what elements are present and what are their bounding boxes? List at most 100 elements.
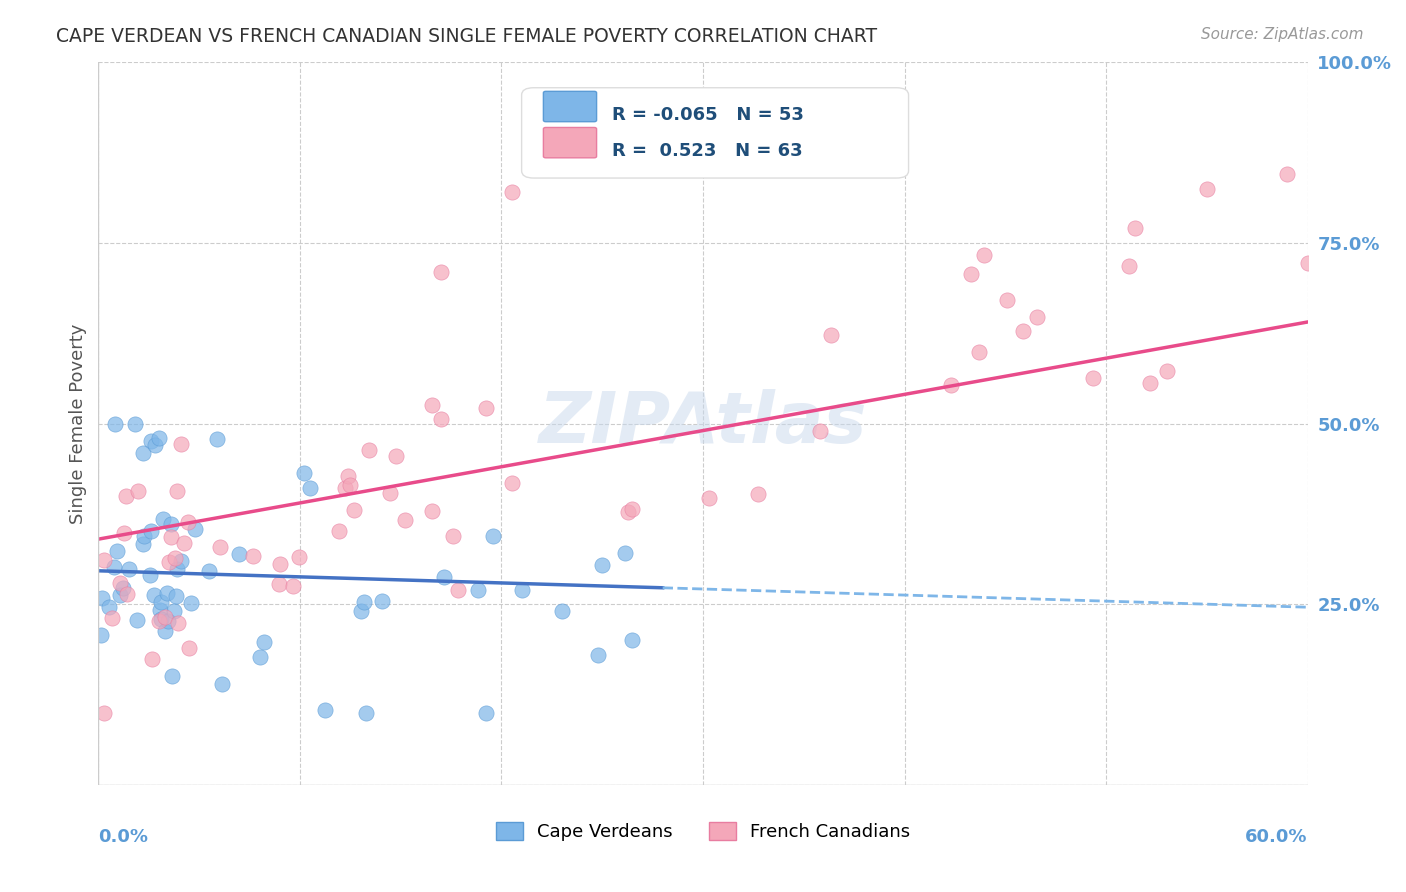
Point	[165, 589, 187, 603]
Point	[1011, 324, 1033, 338]
Point	[328, 524, 350, 538]
Point	[170, 554, 193, 568]
Point	[152, 512, 174, 526]
Point	[118, 562, 141, 576]
Point	[430, 412, 453, 426]
Point	[510, 582, 533, 597]
Point	[132, 537, 155, 551]
Point	[447, 583, 470, 598]
Point	[124, 417, 146, 431]
Point	[808, 424, 831, 438]
Point	[148, 431, 170, 445]
Point	[153, 624, 176, 639]
Point	[155, 610, 177, 624]
Point	[995, 293, 1018, 308]
Point	[1139, 376, 1161, 390]
Y-axis label: Single Female Poverty: Single Female Poverty	[69, 324, 87, 524]
Point	[208, 541, 231, 555]
Point	[475, 401, 498, 416]
Text: ZIPAtlas: ZIPAtlas	[538, 389, 868, 458]
Text: CAPE VERDEAN VS FRENCH CANADIAN SINGLE FEMALE POVERTY CORRELATION CHART: CAPE VERDEAN VS FRENCH CANADIAN SINGLE F…	[56, 27, 877, 45]
Point	[620, 502, 643, 516]
Point	[105, 544, 128, 558]
Point	[475, 706, 498, 720]
Point	[163, 604, 186, 618]
Point	[98, 599, 121, 614]
Point	[138, 568, 160, 582]
Point	[747, 486, 769, 500]
Point	[173, 536, 195, 550]
Point	[616, 505, 638, 519]
Point	[112, 525, 135, 540]
Text: 0.0%: 0.0%	[98, 829, 149, 847]
Point	[132, 445, 155, 459]
Point	[959, 268, 981, 282]
Point	[177, 641, 200, 656]
Point	[371, 594, 394, 608]
Point	[820, 327, 842, 342]
Text: 60.0%: 60.0%	[1246, 829, 1308, 847]
Point	[614, 546, 637, 560]
Point	[378, 485, 401, 500]
Point	[139, 524, 162, 539]
Point	[111, 581, 134, 595]
Point	[166, 483, 188, 498]
Point	[621, 632, 644, 647]
Point	[281, 579, 304, 593]
Point	[699, 491, 721, 505]
Point	[163, 550, 186, 565]
Point	[197, 564, 219, 578]
Point	[467, 582, 489, 597]
Point	[501, 186, 523, 200]
Point	[1083, 371, 1105, 385]
Point	[207, 432, 229, 446]
Point	[141, 652, 163, 666]
Point	[91, 591, 114, 606]
Point	[166, 562, 188, 576]
Point	[591, 558, 613, 572]
Point	[420, 398, 443, 412]
Point	[156, 586, 179, 600]
Point	[939, 378, 962, 392]
Point	[93, 706, 115, 720]
Point	[108, 576, 131, 591]
Text: R =  0.523   N = 63: R = 0.523 N = 63	[613, 142, 803, 160]
Point	[1277, 167, 1299, 181]
Point	[314, 703, 336, 717]
Point	[1118, 259, 1140, 273]
Point	[114, 489, 136, 503]
Point	[501, 476, 523, 491]
Point	[108, 588, 131, 602]
Point	[150, 612, 173, 626]
Point	[139, 434, 162, 448]
Point	[1296, 255, 1319, 269]
Point	[127, 613, 149, 627]
Point	[551, 604, 574, 618]
Point	[160, 530, 183, 544]
Point	[228, 547, 250, 561]
Point	[588, 648, 610, 662]
Point	[143, 438, 166, 452]
Point	[90, 628, 112, 642]
Point	[973, 248, 995, 262]
Point	[350, 604, 373, 618]
Point	[357, 443, 380, 458]
FancyBboxPatch shape	[543, 128, 596, 158]
Point	[160, 517, 183, 532]
Point	[339, 478, 361, 492]
Legend: Cape Verdeans, French Canadians: Cape Verdeans, French Canadians	[488, 814, 918, 848]
FancyBboxPatch shape	[543, 91, 596, 121]
Point	[269, 557, 291, 571]
Point	[170, 436, 193, 450]
Point	[1123, 221, 1146, 235]
Point	[157, 555, 180, 569]
Point	[127, 483, 149, 498]
Point	[292, 466, 315, 480]
Text: R = -0.065   N = 53: R = -0.065 N = 53	[613, 106, 804, 124]
Point	[422, 504, 444, 518]
Point	[93, 552, 115, 566]
Point	[1156, 364, 1178, 378]
Point	[117, 587, 139, 601]
Point	[242, 549, 264, 563]
Point	[166, 616, 188, 631]
